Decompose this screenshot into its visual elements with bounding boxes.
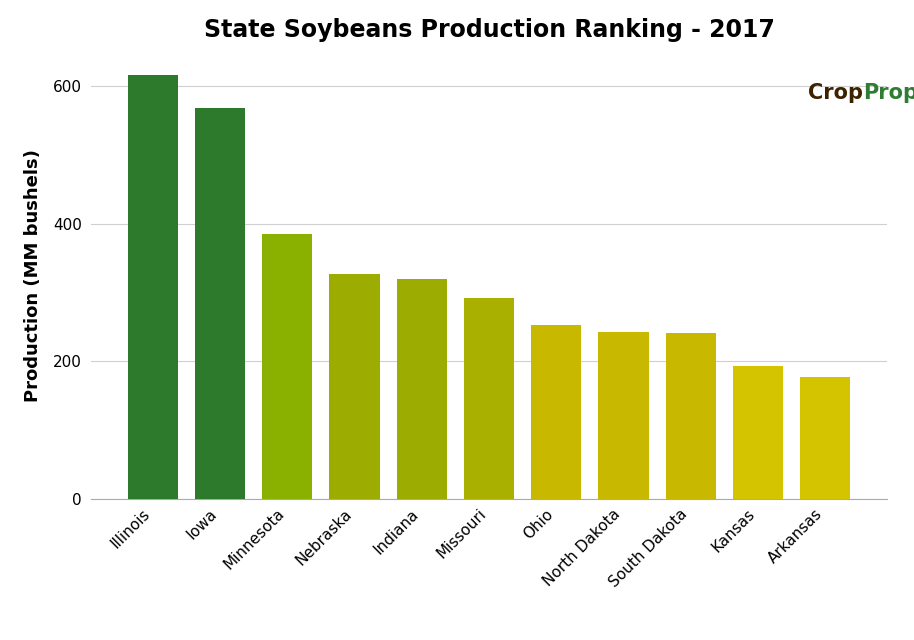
Bar xyxy=(733,366,783,499)
Bar xyxy=(128,76,178,499)
Bar xyxy=(531,325,581,499)
Bar xyxy=(463,298,515,499)
Text: Prophet: Prophet xyxy=(863,83,914,102)
Bar xyxy=(329,274,379,499)
Bar xyxy=(262,234,313,499)
Title: State Soybeans Production Ranking - 2017: State Soybeans Production Ranking - 2017 xyxy=(204,19,774,42)
Y-axis label: Production (MM bushels): Production (MM bushels) xyxy=(24,148,41,402)
Bar xyxy=(195,108,245,499)
Bar xyxy=(599,332,649,499)
Text: Crop: Crop xyxy=(808,83,863,102)
Bar xyxy=(397,278,447,499)
Bar xyxy=(800,376,850,499)
Bar xyxy=(665,333,716,499)
